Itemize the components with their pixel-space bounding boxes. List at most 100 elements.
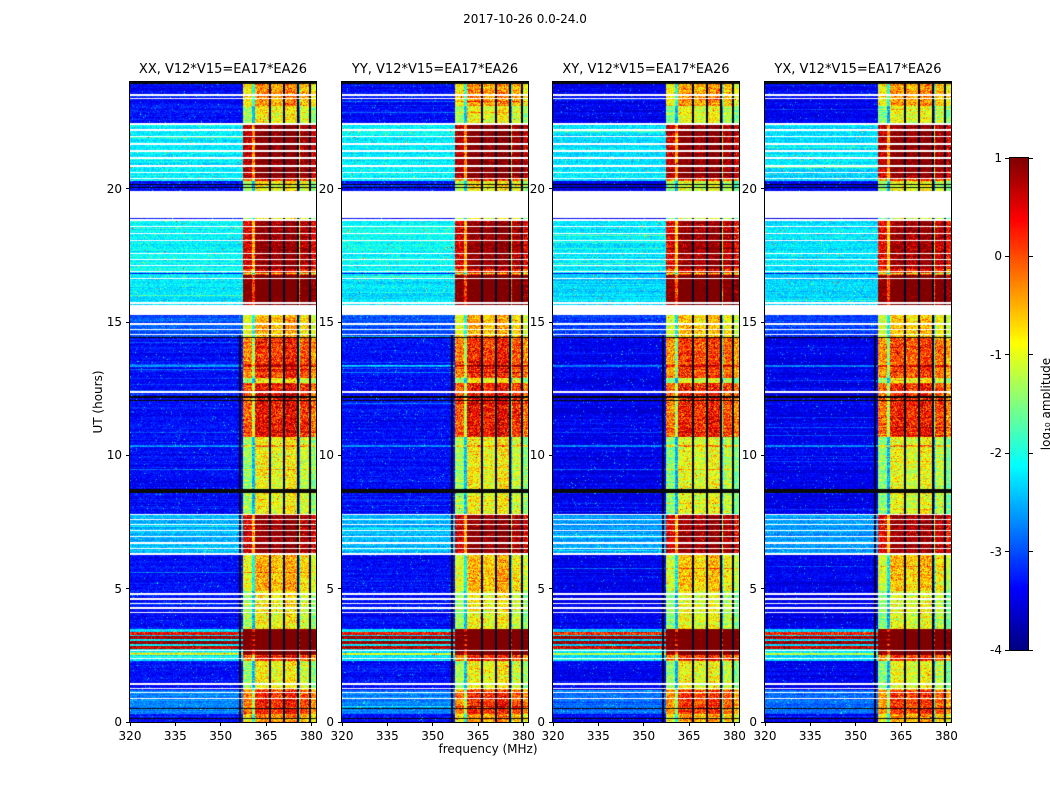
colorbar-tick-mark bbox=[1005, 255, 1009, 257]
y-tick-mark bbox=[126, 321, 130, 323]
x-tick-mark bbox=[945, 722, 947, 726]
colorbar-tick-mark bbox=[1029, 157, 1033, 159]
panel-title: YX, V12*V15=EA17*EA26 bbox=[774, 62, 942, 77]
x-tick-mark bbox=[220, 722, 222, 726]
y-tick-mark bbox=[549, 321, 553, 323]
y-tick-label: 20 bbox=[529, 181, 545, 196]
colorbar-tick-mark bbox=[1005, 551, 1009, 553]
y-tick-label: 15 bbox=[106, 315, 122, 329]
x-tick-label: 320 bbox=[753, 729, 777, 743]
x-tick-label: 320 bbox=[541, 729, 565, 743]
y-tick-mark bbox=[549, 188, 553, 190]
y-tick-mark bbox=[549, 721, 553, 723]
x-tick-label: 335 bbox=[375, 729, 399, 743]
y-tick-label: 10 bbox=[318, 448, 334, 463]
x-tick-label: 320 bbox=[330, 729, 354, 743]
x-tick-mark bbox=[310, 722, 312, 726]
y-tick-label: 0 bbox=[749, 715, 757, 729]
x-axis-label: frequency (MHz) bbox=[438, 742, 538, 756]
y-tick-label: 20 bbox=[741, 181, 757, 196]
colorbar-tick-mark bbox=[1005, 157, 1009, 159]
y-tick-label: 10 bbox=[106, 448, 122, 463]
x-tick-label: 380 bbox=[512, 729, 535, 743]
y-tick-label: 15 bbox=[318, 315, 334, 329]
colorbar-tick-mark bbox=[1029, 452, 1033, 454]
x-tick-label: 365 bbox=[254, 729, 278, 743]
x-tick-mark bbox=[733, 722, 735, 726]
y-tick-mark bbox=[549, 454, 553, 456]
x-tick-label: 380 bbox=[935, 729, 958, 743]
colorbar bbox=[1009, 157, 1029, 651]
x-tick-mark bbox=[900, 722, 902, 726]
y-tick-mark bbox=[126, 454, 130, 456]
y-tick-label: 0 bbox=[537, 715, 545, 729]
x-tick-mark bbox=[522, 722, 524, 726]
x-tick-mark bbox=[174, 722, 176, 726]
x-tick-label: 365 bbox=[889, 729, 913, 743]
spectrogram-panel bbox=[341, 81, 529, 723]
y-tick-label: 10 bbox=[529, 448, 545, 463]
y-tick-mark bbox=[761, 721, 765, 723]
x-tick-mark bbox=[432, 722, 434, 726]
y-tick-label: 5 bbox=[326, 581, 334, 596]
x-tick-label: 365 bbox=[677, 729, 701, 743]
colorbar-label: log₁₀ amplitude bbox=[1039, 357, 1050, 451]
y-tick-mark bbox=[338, 588, 342, 590]
x-tick-mark bbox=[597, 722, 599, 726]
y-tick-label: 5 bbox=[114, 581, 122, 596]
colorbar-tick-label: -4 bbox=[990, 643, 1002, 657]
x-tick-mark bbox=[477, 722, 479, 726]
x-tick-label: 350 bbox=[632, 729, 656, 743]
x-tick-mark bbox=[643, 722, 645, 726]
x-tick-label: 365 bbox=[466, 729, 490, 743]
spectrogram-panel bbox=[129, 81, 317, 723]
colorbar-tick-label: -2 bbox=[990, 446, 1002, 461]
y-tick-label: 15 bbox=[741, 315, 757, 329]
colorbar-tick-label: -3 bbox=[990, 544, 1002, 559]
colorbar-tick-label: -1 bbox=[990, 347, 1002, 362]
y-tick-mark bbox=[338, 454, 342, 456]
y-tick-mark bbox=[338, 321, 342, 323]
y-tick-label: 10 bbox=[741, 448, 757, 463]
x-tick-label: 320 bbox=[118, 729, 142, 743]
colorbar-tick-mark bbox=[1029, 255, 1033, 257]
colorbar-tick-mark bbox=[1005, 649, 1009, 651]
x-tick-label: 380 bbox=[300, 729, 323, 743]
x-tick-label: 350 bbox=[844, 729, 868, 743]
x-tick-mark bbox=[688, 722, 690, 726]
y-axis-label: UT (hours) bbox=[91, 370, 105, 434]
x-tick-label: 350 bbox=[209, 729, 233, 743]
y-tick-label: 0 bbox=[114, 715, 122, 729]
colorbar-tick-label: 1 bbox=[994, 151, 1002, 165]
y-tick-mark bbox=[761, 321, 765, 323]
y-tick-mark bbox=[126, 188, 130, 190]
y-tick-label: 0 bbox=[326, 715, 334, 729]
x-tick-mark bbox=[552, 722, 554, 726]
colorbar-tick-mark bbox=[1029, 649, 1033, 651]
colorbar-tick-mark bbox=[1029, 354, 1033, 356]
panel-title: YY, V12*V15=EA17*EA26 bbox=[351, 62, 519, 77]
x-tick-label: 335 bbox=[163, 729, 187, 743]
y-tick-mark bbox=[761, 454, 765, 456]
colorbar-tick-label: 0 bbox=[994, 249, 1002, 264]
x-tick-mark bbox=[129, 722, 131, 726]
panel-title: XX, V12*V15=EA17*EA26 bbox=[138, 62, 308, 77]
y-tick-mark bbox=[338, 188, 342, 190]
spectrogram-panel bbox=[552, 81, 740, 723]
spectrogram-canvas bbox=[765, 82, 951, 722]
x-tick-mark bbox=[265, 722, 267, 726]
y-tick-mark bbox=[761, 588, 765, 590]
panel-title: XY, V12*V15=EA17*EA26 bbox=[562, 62, 730, 77]
y-tick-mark bbox=[549, 588, 553, 590]
colorbar-tick-mark bbox=[1005, 354, 1009, 356]
y-tick-label: 15 bbox=[529, 315, 545, 329]
y-tick-mark bbox=[338, 721, 342, 723]
y-tick-label: 5 bbox=[749, 581, 757, 596]
x-tick-label: 350 bbox=[421, 729, 445, 743]
x-tick-mark bbox=[764, 722, 766, 726]
spectrogram-panel bbox=[764, 81, 952, 723]
spectrogram-canvas bbox=[553, 82, 739, 722]
x-tick-label: 335 bbox=[586, 729, 610, 743]
x-tick-mark bbox=[809, 722, 811, 726]
x-tick-mark bbox=[855, 722, 857, 726]
